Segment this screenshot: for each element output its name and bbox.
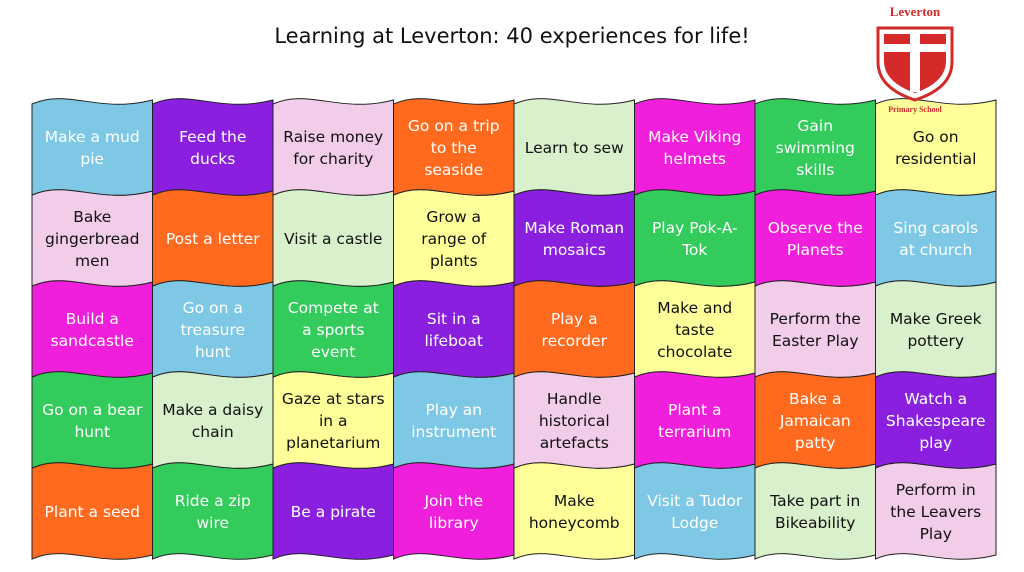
logo-subtitle: Primary School	[888, 105, 942, 114]
tile-label: Gaze at stars in a planetarium	[281, 389, 385, 452]
tile-label: Feed the ducks	[179, 127, 247, 168]
tile-label: Sing carols at church	[893, 218, 979, 259]
tile-label: Be a pirate	[290, 502, 376, 521]
tile-label: Perform the Easter Play	[769, 309, 861, 350]
tile	[393, 98, 515, 196]
tile-label: Plant a terrarium	[658, 400, 732, 441]
logo: Leverton Primary School	[876, 4, 954, 114]
tile-label: Make Greek pottery	[889, 309, 982, 350]
tile	[513, 98, 635, 196]
tile-label: Visit a castle	[284, 229, 383, 248]
tile-label: Make Viking helmets	[648, 127, 742, 168]
tile-label: Play an instrument	[411, 400, 497, 441]
tile-label: Learn to sew	[524, 138, 624, 157]
tile	[152, 98, 274, 196]
tile-label: Post a letter	[165, 229, 260, 248]
tile	[272, 98, 394, 196]
tile-label: Observe the Planets	[767, 218, 863, 259]
tile-label: Bake a Jamaican patty	[779, 389, 851, 452]
tile-label: Join the library	[424, 491, 484, 532]
cross	[884, 34, 946, 92]
tile-label: Plant a seed	[44, 502, 140, 521]
tile-label: Go on a bear hunt	[42, 400, 143, 441]
tile-label: Go on residential	[895, 127, 977, 168]
tile-label: Ride a zip wire	[174, 491, 251, 532]
tile	[31, 98, 153, 196]
title: Learning at Leverton: 40 experiences for…	[274, 24, 750, 48]
tile-label: Watch a Shakespeare play	[885, 389, 986, 452]
tile-label: Perform in the Leavers Play	[890, 480, 982, 543]
tile-label: Play a recorder	[541, 309, 607, 350]
tile	[754, 98, 876, 196]
tile-label: Go on a treasure hunt	[180, 298, 246, 361]
tile-label: Bake gingerbread men	[45, 207, 140, 270]
logo-name: Leverton	[890, 4, 941, 19]
tile-label: Make honeycomb	[528, 491, 620, 532]
tile-label: Gain swimming skills	[775, 116, 855, 179]
tile-label: Handle historical artefacts	[538, 389, 610, 452]
tile-label: Sit in a lifeboat	[424, 309, 483, 350]
tile-label: Grow a range of plants	[421, 207, 487, 270]
tile	[634, 98, 756, 196]
tile-label: Raise money for charity	[283, 127, 384, 168]
tile-label: Visit a Tudor Lodge	[647, 491, 743, 532]
tile-label: Make a daisy chain	[162, 400, 264, 441]
tile-label: Go on a trip to the seaside	[407, 116, 500, 179]
tile-label: Take part in Bikeability	[770, 491, 861, 532]
tile-label: Build a sandcastle	[50, 309, 134, 350]
tile-label: Make and taste chocolate	[657, 298, 733, 361]
tile-label: Make a mud pie	[44, 127, 140, 168]
tile-label: Compete at a sports event	[287, 298, 379, 361]
tile-label: Make Roman mosaics	[524, 218, 625, 259]
tile-label: Play Pok-A-Tok	[651, 218, 738, 259]
